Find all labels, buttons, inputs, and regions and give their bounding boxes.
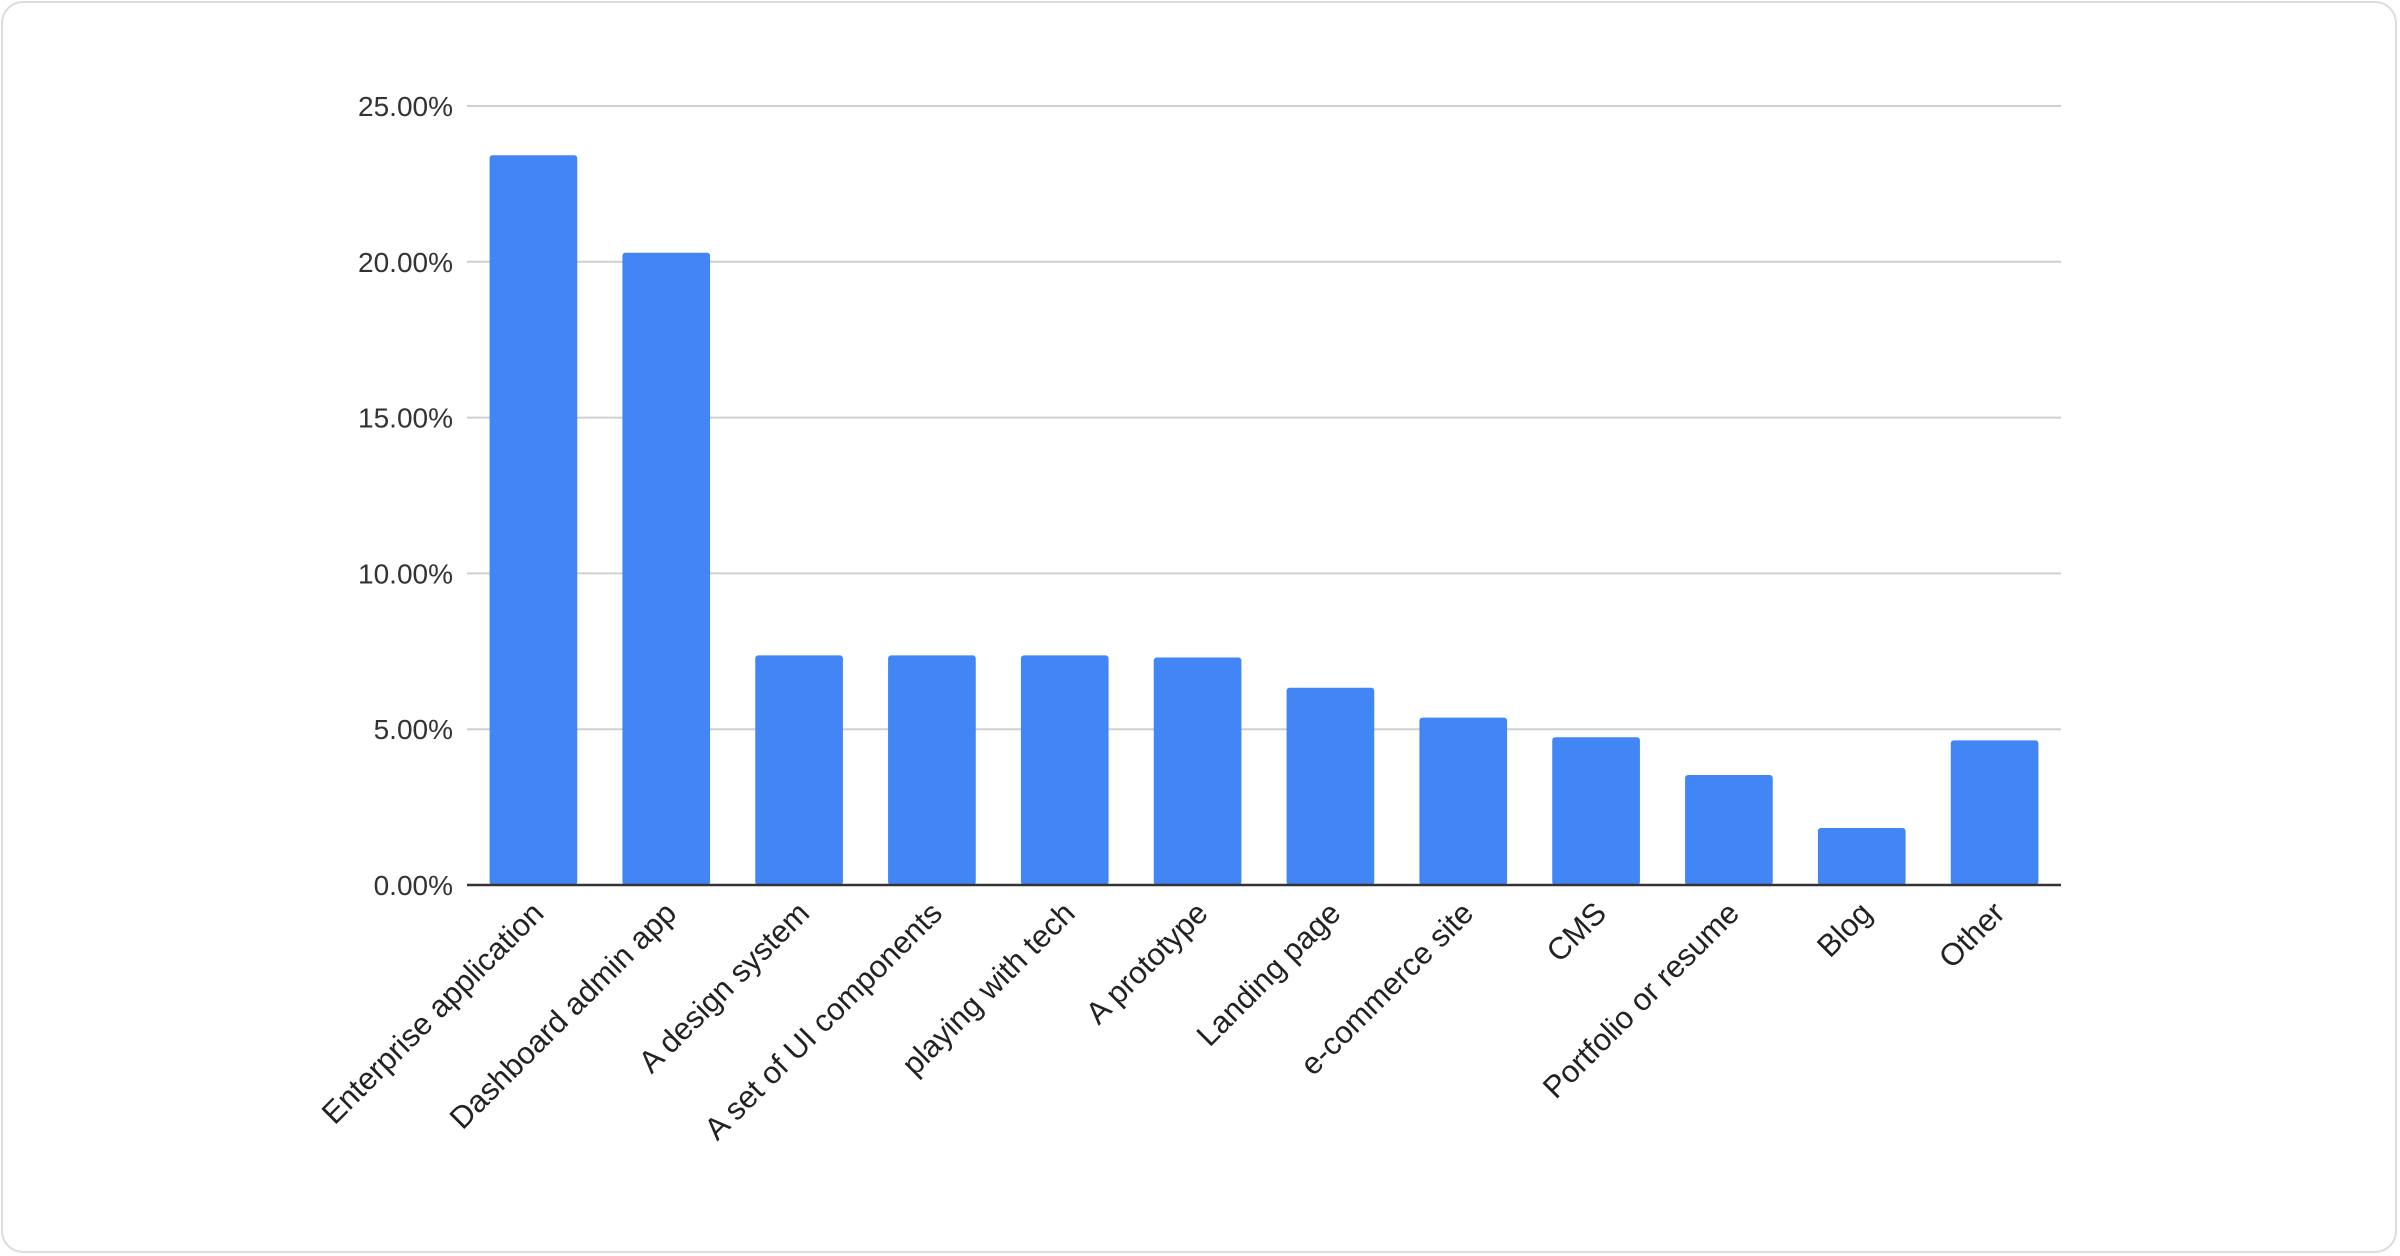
- x-tick-label: A set of UI components: [697, 895, 948, 1146]
- y-tick-label: 15.00%: [358, 403, 453, 434]
- y-tick-label: 0.00%: [374, 870, 453, 901]
- x-tick-label: CMS: [1540, 895, 1613, 968]
- bar: [1685, 775, 1773, 885]
- bar: [888, 655, 976, 885]
- bar: [1153, 657, 1242, 885]
- bar: [1419, 717, 1508, 885]
- bar: [1286, 687, 1375, 885]
- bar: [489, 155, 578, 886]
- bar: [1950, 740, 2039, 885]
- y-tick-label: 20.00%: [358, 247, 453, 278]
- y-tick-label: 10.00%: [358, 558, 453, 589]
- x-tick-label: Dashboard admin app: [443, 895, 683, 1135]
- bar: [622, 252, 711, 885]
- bar: [1020, 655, 1109, 885]
- x-tick-label: Other: [1932, 895, 2012, 975]
- x-tick-label: Enterprise application: [315, 895, 551, 1131]
- y-tick-label: 5.00%: [374, 714, 453, 745]
- bar: [755, 655, 843, 885]
- bar: [1817, 827, 1906, 885]
- x-tick-label: Blog: [1810, 895, 1879, 964]
- y-tick-label: 25.00%: [358, 91, 453, 122]
- x-tick-label: A prototype: [1079, 895, 1215, 1031]
- bar: [1552, 737, 1640, 885]
